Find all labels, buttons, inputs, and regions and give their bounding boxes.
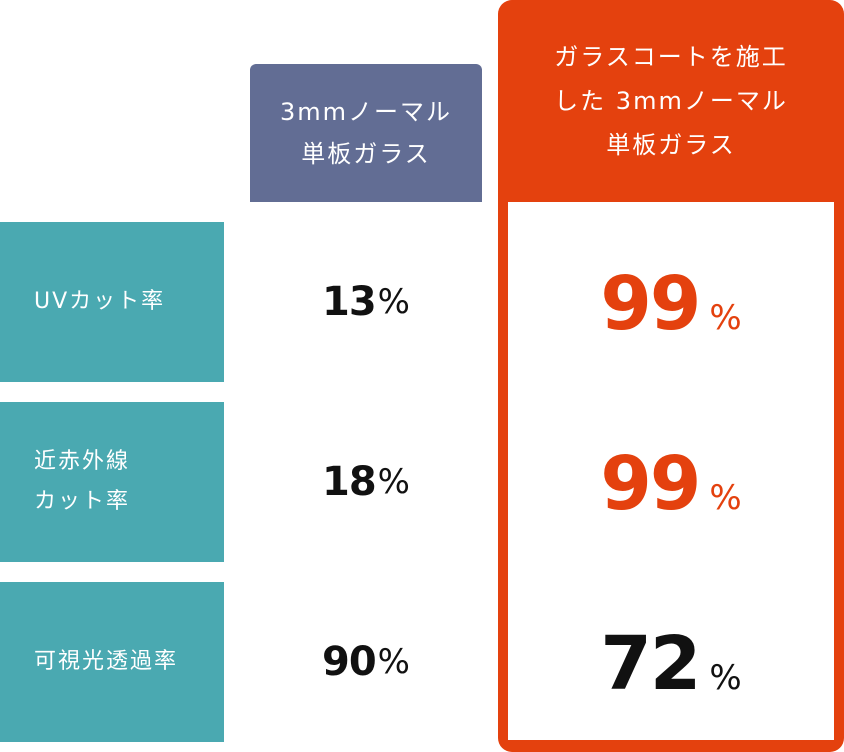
value-number: 13 bbox=[322, 279, 377, 325]
coated-value-visible: 72 % bbox=[508, 582, 834, 742]
row-label-visible-transmittance: 可視光透過率 bbox=[0, 582, 224, 742]
row-label-nir-cut: 近赤外線 カット率 bbox=[0, 402, 224, 562]
value-number: 72 bbox=[600, 621, 701, 707]
header-normal-glass-label: 3mmノーマル 単板ガラス bbox=[279, 98, 453, 168]
header-coated-glass-label: ガラスコートを施工 した 3mmノーマル 単板ガラス bbox=[554, 43, 788, 159]
coated-value-uv: 99 % bbox=[508, 222, 834, 382]
row-label-text: 可視光透過率 bbox=[34, 649, 179, 674]
value-number: 18 bbox=[322, 459, 377, 505]
value-unit: % bbox=[709, 298, 742, 338]
value-unit: % bbox=[709, 658, 742, 698]
normal-value-uv: 13 % bbox=[250, 222, 482, 382]
value-number: 99 bbox=[600, 261, 701, 347]
header-coated-glass: ガラスコートを施工 した 3mmノーマル 単板ガラス bbox=[498, 0, 844, 202]
value-unit: % bbox=[709, 478, 742, 518]
value-unit: % bbox=[377, 462, 410, 502]
normal-value-nir: 18 % bbox=[250, 402, 482, 562]
value-unit: % bbox=[377, 642, 410, 682]
value-number: 99 bbox=[600, 441, 701, 527]
normal-value-visible: 90 % bbox=[250, 582, 482, 742]
value-number: 90 bbox=[322, 639, 377, 685]
coated-glass-column: ガラスコートを施工 した 3mmノーマル 単板ガラス 99 % 99 % 72 … bbox=[498, 0, 844, 752]
row-label-text: UVカット率 bbox=[34, 289, 166, 314]
coated-values-panel: 99 % 99 % 72 % bbox=[508, 202, 834, 740]
value-unit: % bbox=[377, 282, 410, 322]
header-normal-glass: 3mmノーマル 単板ガラス bbox=[250, 64, 482, 202]
row-label-uv-cut: UVカット率 bbox=[0, 222, 224, 382]
row-label-text: 近赤外線 カット率 bbox=[34, 449, 131, 514]
coated-value-nir: 99 % bbox=[508, 402, 834, 562]
